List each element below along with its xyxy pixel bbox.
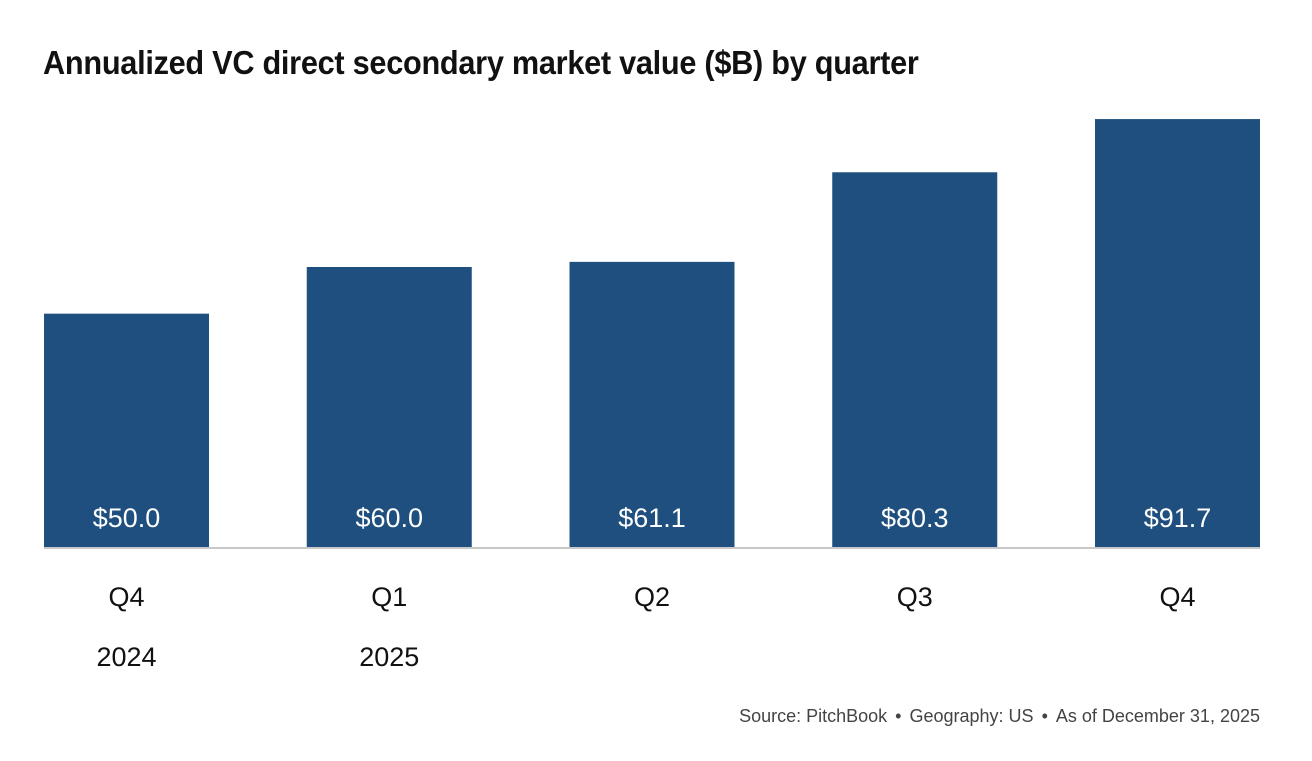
labels-group: $50.0 Q4 2024 $60.0 Q1 2025 $61.1 Q2 $80.3 Q3 $91.…: [93, 503, 1212, 672]
chart-title: Annualized VC direct secondary market va…: [43, 44, 919, 81]
source-text: Source: PitchBook: [739, 706, 888, 726]
x-tick-label-quarter: Q2: [634, 582, 670, 612]
source-note: Source: PitchBook • Geography: US • As of De…: [739, 706, 1260, 727]
bar-chart: $50.0 Q4 2024 $60.0 Q1 2025 $61.1 Q2 $80.3 Q3 $91.…: [44, 119, 1260, 672]
bar-q4-2024: [44, 313, 209, 547]
x-tick-label-quarter: Q4: [1159, 582, 1195, 612]
as-of-text: As of December 31, 2025: [1055, 706, 1260, 726]
data-label: $50.0: [93, 503, 161, 533]
data-label: $80.3: [881, 503, 949, 533]
separator-dot: •: [1041, 706, 1048, 726]
bar-q3-2025: [832, 172, 998, 547]
x-tick-label-quarter: Q4: [108, 582, 144, 612]
bars-group: [44, 119, 1260, 548]
data-label: $61.1: [618, 503, 686, 533]
data-label: $60.0: [355, 503, 423, 533]
x-tick-label-quarter: Q3: [897, 582, 933, 612]
x-tick-label-year: 2025: [359, 642, 419, 672]
separator-dot: •: [895, 706, 902, 726]
data-label: $91.7: [1144, 503, 1212, 533]
geography-text: Geography: US: [909, 706, 1034, 726]
bar-q4-2025: [1095, 119, 1260, 548]
x-tick-label-year: 2024: [96, 642, 156, 672]
x-tick-label-quarter: Q1: [371, 582, 407, 612]
bar-q1-2025: [306, 267, 472, 547]
bar-q2-2025: [569, 261, 735, 547]
